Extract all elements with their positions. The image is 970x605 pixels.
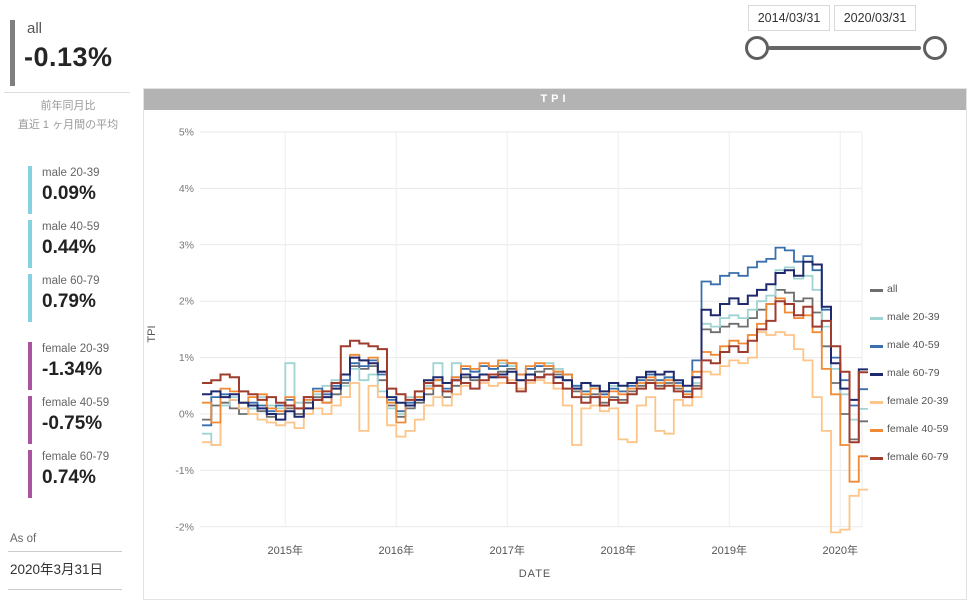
chart-title-bar: TPI [144,89,966,110]
kpi-value: 0.74% [42,467,96,488]
kpi-all-value: -0.13% [24,42,113,72]
legend-label: male 40-59 [887,339,940,351]
tpi-step-line-chart[interactable]: 5% 4% 3% 2% 1% 0% -1% -2% 2015年 2016年 2017年 2018年 20… [144,110,966,588]
legend-item-female-40-59[interactable]: female 40-59 [870,416,965,444]
y-axis-title: TPI [146,325,158,343]
kpi-label: female 40-59 [42,397,110,409]
legend-swatch [870,401,883,404]
y-tick-label: 3% [179,239,194,251]
kpi-card-all: all -0.13% [0,18,140,90]
kpi-accent-bar [28,342,32,390]
kpi-card-female-40-59: female 40-59 -0.75% [0,394,140,446]
kpi-column: all -0.13% 前年同月比 直近 1 ヶ月間の平均 male 20-39 … [0,0,140,605]
series-line-female-40-59[interactable] [202,297,868,483]
x-tick-label: 2020年 [823,543,858,557]
y-tick-label: 2% [179,296,194,308]
legend-swatch [870,317,883,320]
legend-label: male 20-39 [887,311,940,323]
kpi-label: female 20-39 [42,343,110,355]
divider [8,589,122,590]
legend-label: male 60-79 [887,367,940,379]
kpi-accent-bar [28,396,32,444]
y-tick-label: 1% [179,352,194,364]
kpi-value: -1.34% [42,359,103,380]
y-tick-label: 0% [179,409,194,421]
kpi-accent-bar [28,450,32,498]
kpi-value: 0.44% [42,237,96,258]
x-tick-label: 2018年 [601,543,636,557]
series-line-female-60-79[interactable] [202,300,868,444]
chart-body: 5% 4% 3% 2% 1% 0% -1% -2% 2015年 2016年 2017年 2018年 20… [144,110,966,599]
x-tick-label: 2019年 [712,543,747,557]
date-range-start-input[interactable]: 2014/03/31 [748,5,830,31]
legend-label: female 40-59 [887,423,949,435]
series-line-female-20-39[interactable] [202,331,868,534]
kpi-all-label: all [27,20,43,37]
y-tick-label: -1% [175,465,194,477]
y-tick-label: 5% [179,127,194,139]
tpi-chart-panel: TPI 5% 4% 3% 2% 1% 0% -1% -2% 2015年 2016年 2017年 201… [143,88,967,600]
y-tick-label: 4% [179,183,194,195]
kpi-label: male 60-79 [42,275,100,287]
series-line-male-60-79[interactable] [202,260,868,421]
x-axis-title: DATE [518,568,552,580]
kpi-all-accent-bar [10,20,15,86]
kpi-value: 0.09% [42,183,96,204]
series-line-male-40-59[interactable] [202,246,868,427]
legend-item-female-20-39[interactable]: female 20-39 [870,388,965,416]
legend-label: all [887,283,898,295]
x-tick-label: 2016年 [379,543,414,557]
legend-label: female 60-79 [887,451,949,463]
kpi-subtitle-average: 直近 1 ヶ月間の平均 [17,119,119,131]
kpi-subtitle-yoy: 前年同月比 [40,100,96,112]
kpi-value: 0.79% [42,291,96,312]
as-of-date: 2020年3月31日 [10,562,104,577]
kpi-card-male-60-79: male 60-79 0.79% [0,272,140,324]
y-tick-label: -2% [175,521,194,533]
kpi-label: male 20-39 [42,167,100,179]
kpi-label: male 40-59 [42,221,100,233]
kpi-value: -0.75% [42,413,103,434]
kpi-accent-bar [28,274,32,322]
divider [8,551,122,552]
legend-swatch [870,429,883,432]
legend-label: female 20-39 [887,395,949,407]
legend-item-male-60-79[interactable]: male 60-79 [870,360,965,388]
legend-swatch [870,289,883,292]
slider-handle-left[interactable] [745,36,769,60]
x-tick-label: 2015年 [268,543,303,557]
as-of-label: As of [10,533,37,545]
legend-swatch [870,345,883,348]
kpi-accent-bar [28,220,32,268]
kpi-label: female 60-79 [42,451,110,463]
kpi-card-male-20-39: male 20-39 0.09% [0,164,140,216]
slider-track[interactable] [768,46,921,50]
date-range-end-input[interactable]: 2020/03/31 [834,5,916,31]
kpi-card-female-20-39: female 20-39 -1.34% [0,340,140,392]
divider [4,92,130,93]
chart-legend: all male 20-39 male 40-59 male 60-79 fem… [870,276,965,472]
legend-item-all[interactable]: all [870,276,965,304]
series-line-male-20-39[interactable] [202,266,868,446]
legend-swatch [870,373,883,376]
kpi-card-male-40-59: male 40-59 0.44% [0,218,140,270]
legend-item-male-40-59[interactable]: male 40-59 [870,332,965,360]
kpi-card-female-60-79: female 60-79 0.74% [0,448,140,500]
kpi-accent-bar [28,166,32,214]
legend-swatch [870,457,883,460]
legend-item-female-60-79[interactable]: female 60-79 [870,444,965,472]
legend-item-male-20-39[interactable]: male 20-39 [870,304,965,332]
slider-handle-right[interactable] [923,36,947,60]
x-tick-label: 2017年 [490,543,525,557]
